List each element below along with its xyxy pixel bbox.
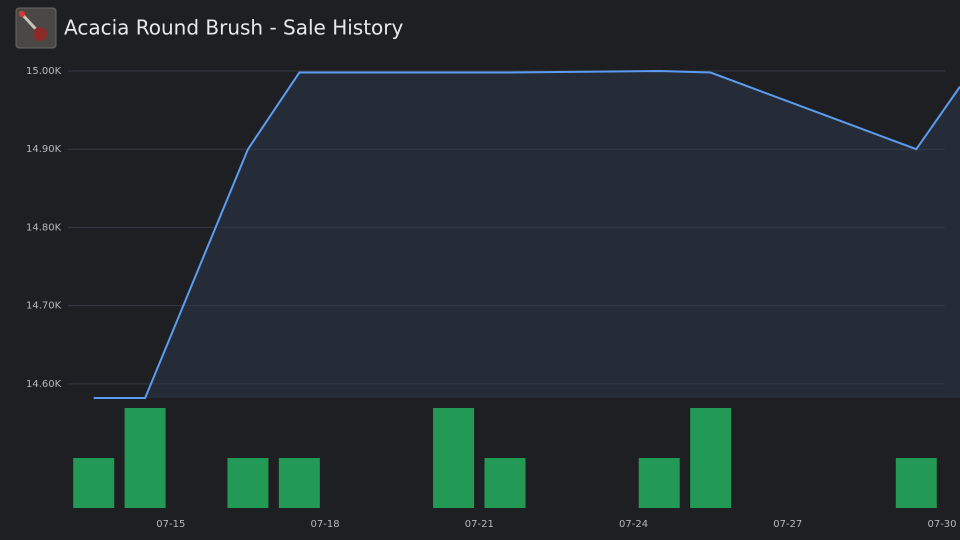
icon-dot	[19, 11, 25, 17]
chart-title: Acacia Round Brush - Sale History	[64, 16, 404, 40]
x-tick-label: 07-15	[156, 519, 185, 530]
item-icon	[15, 7, 57, 49]
y-tick-label: 15.00K	[26, 66, 62, 77]
volume-bar	[433, 408, 475, 508]
price-area	[93, 70, 960, 398]
volume-bar	[278, 458, 320, 508]
volume-bar	[73, 458, 115, 508]
y-tick-label: 14.70K	[26, 301, 62, 312]
plot: 14.60K 14.70K 14.80K 14.90K 15.00K 07-15 07-18…	[26, 66, 960, 530]
y-tick-label: 14.60K	[26, 379, 62, 390]
x-tick-label: 07-21	[465, 519, 494, 530]
icon-tip	[33, 27, 47, 41]
x-tick-label: 07-30	[927, 519, 956, 530]
volume-bar	[484, 458, 526, 508]
volume-bar	[690, 408, 732, 508]
y-tick-label: 14.80K	[26, 222, 62, 233]
x-tick-label: 07-27	[773, 519, 802, 530]
volume-bar	[124, 408, 166, 508]
price-line	[93, 69, 960, 399]
x-tick-label: 07-24	[619, 519, 648, 530]
y-tick-label: 14.90K	[26, 144, 62, 155]
volume-bar	[895, 458, 937, 508]
volume-bar	[227, 458, 269, 508]
x-tick-label: 07-18	[311, 519, 340, 530]
volume-bar	[638, 458, 680, 508]
